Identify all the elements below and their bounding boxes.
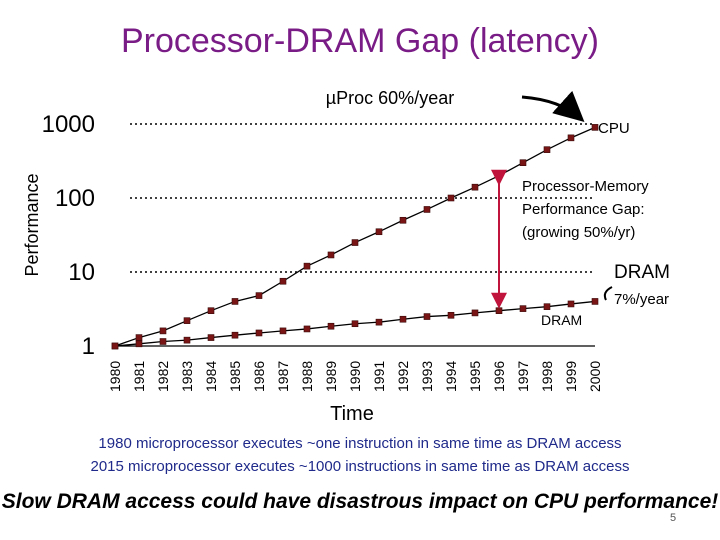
cpu-point bbox=[255, 292, 263, 299]
x-tick-label: 1985 bbox=[227, 361, 243, 392]
dram-point bbox=[567, 300, 575, 308]
cpu-point bbox=[327, 251, 335, 259]
dram-point bbox=[279, 327, 287, 335]
slide-title: Processor-DRAM Gap (latency) bbox=[120, 22, 599, 60]
cpu-point bbox=[231, 298, 239, 305]
cpu-point bbox=[303, 262, 311, 270]
dram-point bbox=[183, 336, 191, 344]
cpu-point bbox=[279, 277, 287, 285]
y-tick-label: 10 bbox=[68, 259, 95, 286]
dram-point bbox=[447, 311, 455, 319]
x-tick-label: 1998 bbox=[539, 361, 555, 392]
x-tick-label: 1992 bbox=[395, 361, 411, 392]
cpu-point bbox=[495, 172, 503, 180]
x-tick-label: 1984 bbox=[203, 361, 219, 392]
x-tick-label: 2000 bbox=[587, 361, 603, 392]
cpu-point bbox=[471, 183, 479, 191]
cpu-point bbox=[567, 134, 575, 142]
dram-point bbox=[495, 307, 503, 314]
cpu-point bbox=[159, 327, 167, 335]
caption-line-1: 1980 microprocessor executes ~one instru… bbox=[98, 435, 622, 452]
dram-series-label: DRAM bbox=[614, 262, 670, 283]
x-tick-label: 1995 bbox=[467, 361, 483, 392]
caption-line-2: 2015 microprocessor executes ~1000 instr… bbox=[90, 458, 630, 475]
x-tick-label: 1994 bbox=[443, 361, 459, 392]
dram-line-label: DRAM bbox=[541, 312, 582, 328]
x-axis-title: Time bbox=[330, 403, 374, 425]
x-tick-label: 1993 bbox=[419, 361, 435, 392]
dram-point bbox=[351, 320, 359, 328]
x-tick-label: 1988 bbox=[299, 361, 315, 392]
dram-rate-label: 7%/year bbox=[614, 291, 669, 308]
x-tick-label: 1983 bbox=[179, 361, 195, 392]
cpu-point bbox=[351, 239, 359, 246]
dram-point bbox=[423, 313, 431, 320]
dram-point bbox=[207, 334, 215, 341]
x-tick-label: 1989 bbox=[323, 361, 339, 392]
dram-point bbox=[111, 342, 119, 350]
gap-label-line3: (growing 50%/yr) bbox=[522, 224, 635, 241]
cpu-point bbox=[591, 124, 599, 131]
dram-point bbox=[159, 338, 167, 345]
cpu-point bbox=[207, 307, 215, 314]
x-tick-label: 1982 bbox=[155, 361, 171, 392]
performance-chart: 1 10 100 1000 1980 1981 1982 1983 1984 1985 1986 19… bbox=[22, 88, 670, 425]
cpu-series-label: CPU bbox=[598, 120, 630, 137]
cpu-rate-arrow bbox=[521, 90, 585, 123]
x-tick-label: 1999 bbox=[563, 361, 579, 392]
caption: 1980 microprocessor executes ~one instru… bbox=[0, 432, 720, 478]
x-tick-label: 1991 bbox=[371, 361, 387, 392]
conclusion-text: Slow DRAM access could have disastrous i… bbox=[1, 490, 719, 513]
dram-rate-bracket bbox=[603, 286, 613, 301]
dram-point bbox=[231, 331, 239, 339]
y-tick-label: 100 bbox=[55, 185, 95, 212]
cpu-point bbox=[423, 206, 431, 213]
dram-point bbox=[255, 329, 263, 337]
x-tick-label: 1996 bbox=[491, 361, 507, 392]
cpu-point bbox=[519, 159, 527, 166]
dram-point bbox=[327, 322, 335, 330]
y-axis-title: Performance bbox=[22, 173, 42, 276]
dram-point bbox=[375, 318, 383, 326]
dram-point bbox=[519, 305, 527, 312]
gap-label-line2: Performance Gap: bbox=[522, 201, 645, 218]
x-tick-label: 1981 bbox=[131, 361, 147, 392]
x-tick-label: 1986 bbox=[251, 361, 267, 392]
cpu-point bbox=[135, 334, 143, 341]
cpu-point bbox=[375, 228, 383, 236]
dram-point bbox=[399, 315, 407, 323]
cpu-rate-label: µProc 60%/year bbox=[326, 88, 454, 108]
y-tick-label: 1 bbox=[82, 333, 95, 360]
gap-label-line1: Processor-Memory bbox=[522, 178, 649, 195]
cpu-point bbox=[399, 216, 407, 224]
dram-point bbox=[471, 309, 479, 317]
dram-point bbox=[303, 325, 311, 333]
y-tick-label: 1000 bbox=[42, 111, 95, 138]
x-tick-label: 1980 bbox=[107, 361, 123, 392]
x-tick-label: 1987 bbox=[275, 361, 291, 392]
cpu-point bbox=[543, 146, 551, 153]
dram-point bbox=[591, 298, 599, 305]
cpu-point bbox=[447, 194, 455, 202]
x-tick-label: 1990 bbox=[347, 361, 363, 392]
x-tick-label: 1997 bbox=[515, 361, 531, 392]
dram-point bbox=[543, 303, 551, 310]
slide-number: 5 bbox=[670, 512, 677, 524]
cpu-point bbox=[183, 317, 191, 324]
dram-point bbox=[135, 340, 143, 348]
